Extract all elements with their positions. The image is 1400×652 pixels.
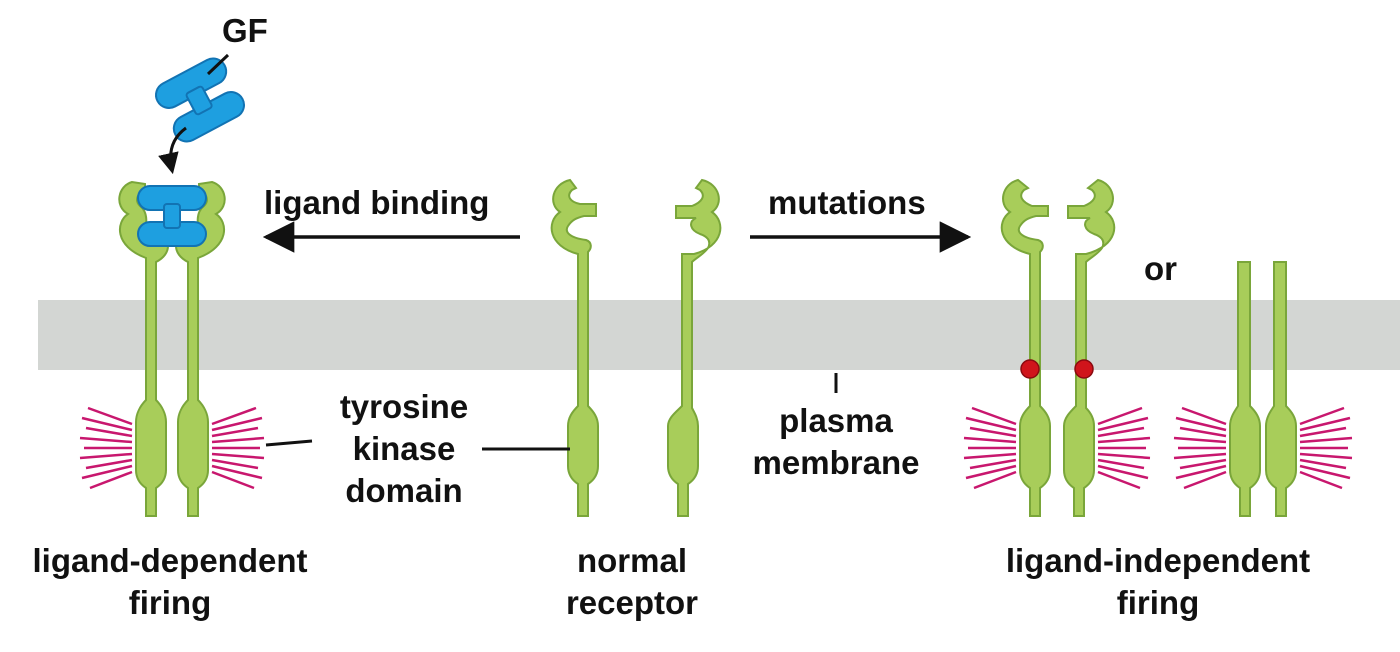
normal-receptor-label-line1: normal [577, 542, 687, 579]
activity-rays-right-d [1299, 406, 1353, 490]
plasma-membrane-band [38, 300, 1400, 370]
bound-growth-factor [137, 185, 207, 247]
ligand-independent-label-line2: firing [1117, 584, 1199, 621]
gf-label: GF [222, 12, 268, 49]
plasma-membrane-label-line2: membrane [753, 444, 920, 481]
or-label: or [1144, 250, 1177, 287]
mutation-dot-right [1074, 359, 1094, 379]
mutant-dimer-receptor-pair [1000, 178, 1116, 517]
activity-rays-right-b [1097, 406, 1151, 490]
activity-rays-left-a [79, 406, 133, 490]
activity-rays-right-c [1173, 406, 1227, 490]
tyrosine-kinase-label-line1: tyrosine [340, 388, 468, 425]
activity-rays-right-a [963, 406, 1017, 490]
gf-leader-line [206, 53, 230, 76]
tyrosine-kinase-label-line3: domain [345, 472, 462, 509]
ligand-dependent-label-line1: ligand-dependent [33, 542, 308, 579]
normal-receptor-label-line2: receptor [566, 584, 698, 621]
kinase-leader-left [265, 439, 313, 447]
tyrosine-kinase-label-line2: kinase [353, 430, 456, 467]
ligand-independent-label-line1: ligand-independent [1006, 542, 1310, 579]
binding-arrow [158, 126, 187, 175]
normal-receptor-pair [550, 178, 722, 517]
ligand-dependent-label-line2: firing [129, 584, 211, 621]
ligand-binding-label: ligand binding [264, 184, 489, 221]
mutation-dot-left [1020, 359, 1040, 379]
mutations-label: mutations [768, 184, 926, 221]
activity-rays-left-b [211, 406, 265, 490]
growth-factor-icon [155, 57, 245, 143]
truncated-receptor-pair [1229, 261, 1297, 517]
plasma-membrane-label-line1: plasma [779, 402, 893, 439]
